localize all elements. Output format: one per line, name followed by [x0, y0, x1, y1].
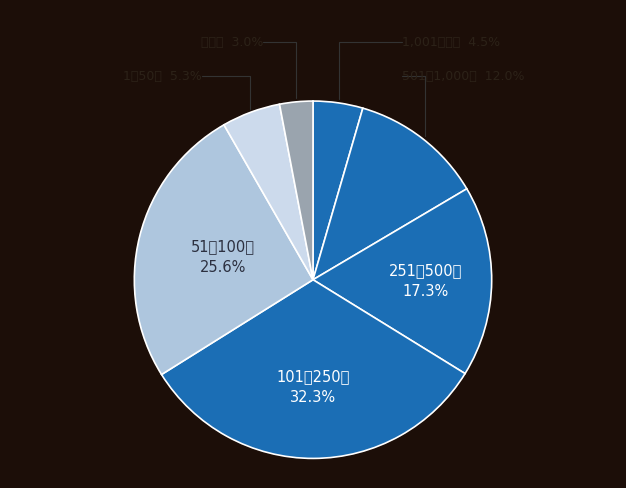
Text: 51～100人
25.6%: 51～100人 25.6% [191, 239, 255, 275]
Text: 1,001人以上  4.5%: 1,001人以上 4.5% [403, 36, 500, 49]
Wedge shape [313, 101, 363, 280]
Wedge shape [135, 125, 313, 374]
Wedge shape [313, 189, 491, 374]
Text: 101～250人
32.3%: 101～250人 32.3% [277, 369, 350, 405]
Wedge shape [280, 101, 313, 280]
Text: 1～50人  5.3%: 1～50人 5.3% [123, 69, 202, 82]
Text: 251～500人
17.3%: 251～500人 17.3% [389, 263, 462, 299]
Wedge shape [313, 108, 467, 280]
Wedge shape [224, 104, 313, 280]
Text: 無回答  3.0%: 無回答 3.0% [200, 36, 263, 49]
Wedge shape [162, 280, 465, 458]
Text: 501～1,000人  12.0%: 501～1,000人 12.0% [403, 69, 525, 82]
